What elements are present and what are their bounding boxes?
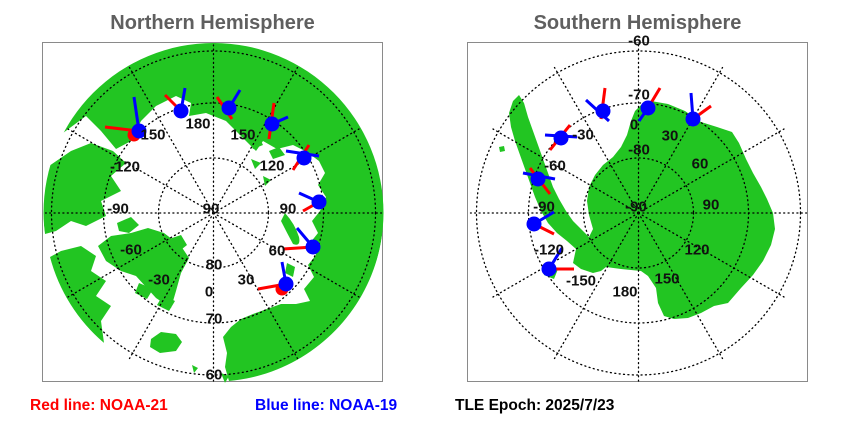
graticule-label: -120	[110, 159, 140, 176]
meridian-line	[553, 66, 640, 214]
graticule-label: 30	[662, 128, 679, 145]
blue-satellite-dot	[173, 103, 189, 119]
graticule-label: 60	[206, 367, 223, 384]
satellite-marker	[541, 247, 574, 277]
satellite-marker	[637, 87, 662, 122]
satellite-marker	[104, 96, 147, 142]
meridian-line	[492, 212, 640, 298]
satellite-marker	[685, 92, 712, 127]
graticule-label: -150	[566, 273, 596, 290]
graticule-label: 70	[206, 311, 223, 328]
meridian-line	[212, 128, 360, 214]
satellite-marker	[285, 144, 320, 171]
blue-satellite-dot	[530, 171, 546, 187]
graticule-label: 0	[205, 284, 213, 301]
graticule-label: -60	[544, 158, 566, 175]
blue-satellite-dot	[311, 194, 327, 210]
legend-red-line-label: Red line: NOAA-21	[30, 397, 168, 414]
legend-tle-epoch-label: TLE Epoch: 2025/7/23	[455, 397, 615, 414]
blue-satellite-dot	[296, 150, 312, 166]
graticule-label: -70	[628, 87, 650, 104]
graticule	[469, 44, 808, 382]
satellite-marker	[522, 167, 556, 195]
blue-satellite-dot	[595, 103, 611, 119]
graticule-label: 90	[703, 197, 720, 214]
latitude-circle	[157, 157, 270, 269]
graticule-label: 60	[269, 243, 286, 260]
blue-satellite-dot	[278, 276, 294, 292]
meridian-line	[637, 212, 724, 360]
graticule-label: 90	[280, 201, 297, 218]
satellite-marker	[298, 191, 327, 213]
land-masses	[43, 43, 384, 383]
satellite-markers	[104, 87, 327, 296]
graticule-label: 30	[238, 272, 255, 289]
graticule-label: -90	[533, 199, 555, 216]
satellite-marker	[584, 87, 611, 123]
latitude-circle	[50, 50, 377, 376]
blue-satellite-dot	[305, 239, 321, 255]
satellite-marker	[282, 227, 321, 255]
graticule-label: 120	[259, 158, 284, 175]
blue-satellite-dot	[541, 261, 557, 277]
blue-satellite-dot	[221, 100, 237, 116]
satellite-marker	[544, 124, 578, 151]
graticule-label: 180	[185, 116, 210, 133]
graticule-label: 60	[692, 156, 709, 173]
blue-satellite-dot	[553, 130, 569, 146]
meridian-line	[212, 212, 299, 360]
latitude-circle	[475, 50, 802, 376]
meridian-line	[212, 212, 360, 298]
meridian-line	[637, 128, 785, 214]
graticule	[44, 44, 383, 382]
graticule-label: -30	[148, 272, 170, 289]
graticule-label: 0	[630, 117, 638, 134]
graticule-label: -120	[534, 242, 564, 259]
meridian-line	[492, 128, 640, 214]
blue-satellite-dot	[685, 111, 701, 127]
legend-blue-line-label: Blue line: NOAA-19	[255, 397, 398, 414]
blue-satellite-dot	[526, 216, 542, 232]
south-map-svg: -60 -70 0 -30 30 -80 -60 60 -90 -90 90 -120 120 -150 1…	[469, 33, 808, 382]
graticule-label: 180	[612, 284, 637, 301]
graticule-label: -90	[107, 201, 129, 218]
graticule-label: 120	[684, 242, 709, 259]
satellite-marker	[215, 89, 242, 120]
meridian-line	[637, 212, 785, 298]
graticule-label: 150	[654, 271, 679, 288]
meridian-line	[128, 66, 215, 214]
satellite-marker	[526, 210, 555, 236]
graticule-label: -60	[120, 242, 142, 259]
satellite-marker	[257, 261, 294, 296]
graticule-label: -60	[628, 33, 650, 50]
satellite-marker	[264, 102, 289, 140]
meridian-line	[553, 212, 640, 360]
meridian-line	[128, 212, 215, 360]
graticule-label: -30	[572, 127, 594, 144]
satellite-marker	[163, 87, 189, 119]
north-polar-map: 180 150 150 -120 120 -90 90 90 -60 60 80 -30 30 0 70 60	[42, 42, 384, 384]
meridian-line	[212, 66, 299, 214]
graticule-label: 80	[206, 257, 223, 274]
meridian-line	[637, 66, 724, 214]
satellite-markers	[522, 87, 712, 277]
graticule-label: 150	[230, 127, 255, 144]
graticule-label: 150	[140, 127, 165, 144]
south-polar-map: -60 -70 0 -30 30 -80 -60 60 -90 -90 90 -120 120 -150 1…	[467, 33, 808, 382]
south-map-title: Southern Hemisphere	[533, 12, 742, 34]
meridian-line	[67, 128, 215, 214]
latitude-circle	[582, 157, 695, 269]
north-map-title: Northern Hemisphere	[110, 12, 315, 34]
blue-satellite-dot	[264, 116, 280, 132]
meridian-line	[67, 212, 215, 298]
blue-satellite-dot	[131, 123, 147, 139]
graticule-label: 90	[203, 201, 220, 218]
graticule-label: -90	[625, 199, 647, 216]
map-labels: -60 -70 0 -30 30 -80 -60 60 -90 -90 90 -120 120 -150 1…	[533, 33, 719, 301]
graticule-label: -80	[628, 142, 650, 159]
blue-satellite-dot	[640, 100, 656, 116]
